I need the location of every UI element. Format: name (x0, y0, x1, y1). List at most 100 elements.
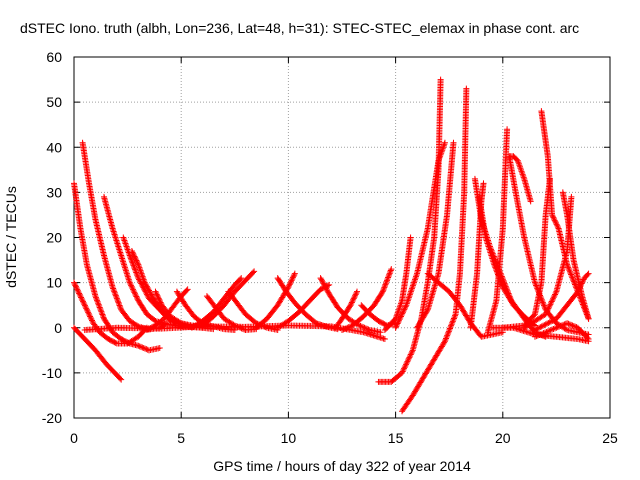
series-arc4 (71, 324, 125, 383)
data-point (551, 292, 558, 299)
data-point (566, 268, 573, 275)
series-arc24 (399, 85, 470, 415)
data-point (551, 325, 558, 332)
data-point (477, 332, 484, 339)
data-point (568, 272, 575, 279)
data-point (585, 270, 592, 277)
data-point (97, 305, 104, 312)
x-axis-label: GPS time / hours of day 322 of year 2014 (213, 458, 471, 474)
data-point (354, 288, 361, 295)
data-point (128, 256, 135, 263)
x-tick-label: 10 (281, 430, 297, 446)
data-point (238, 275, 245, 282)
data-point (89, 317, 96, 324)
data-point (570, 278, 577, 285)
data-point (569, 275, 576, 282)
data-point (96, 304, 103, 311)
data-point (566, 267, 573, 274)
data-point (78, 294, 85, 301)
data-point (82, 303, 89, 310)
data-point (399, 368, 406, 375)
data-point (289, 274, 296, 281)
grid-lines (74, 57, 610, 418)
data-point (549, 211, 556, 218)
data-point (128, 282, 135, 289)
data-point (140, 345, 147, 352)
data-point (568, 271, 575, 278)
data-point (360, 324, 367, 331)
chart-title: dSTEC Iono. truth (albh, Lon=236, Lat=48… (20, 20, 579, 36)
data-point (446, 326, 453, 333)
data-point (562, 326, 569, 333)
data-point (285, 284, 292, 291)
data-point (72, 283, 79, 290)
data-point (387, 267, 394, 274)
data-point (542, 311, 549, 318)
data-point (398, 312, 405, 319)
data-point (540, 302, 547, 309)
data-point (543, 309, 550, 316)
data-point (88, 316, 95, 323)
data-point (394, 320, 401, 327)
data-point (112, 291, 119, 298)
data-point (547, 327, 554, 334)
data-point (552, 291, 559, 298)
data-point (537, 324, 544, 331)
data-point (437, 76, 444, 83)
data-point (183, 287, 190, 294)
data-point (567, 270, 574, 277)
series-arc27 (414, 139, 457, 331)
data-point (348, 299, 355, 306)
data-point (153, 290, 160, 297)
data-point (546, 327, 553, 334)
data-point (132, 292, 139, 299)
data-point (579, 279, 586, 286)
data-point (407, 290, 414, 297)
data-point (585, 338, 592, 345)
y-tick-label: 0 (54, 320, 62, 336)
data-point (95, 301, 102, 308)
y-tick-label: -20 (42, 410, 62, 426)
data-point (127, 253, 134, 260)
data-point (146, 288, 153, 295)
data-point (127, 255, 134, 262)
data-point (76, 291, 83, 298)
data-point (413, 273, 420, 280)
data-point (411, 276, 418, 283)
data-point (539, 299, 546, 306)
data-point (100, 314, 107, 321)
data-point (87, 314, 94, 321)
series-arc28 (424, 270, 506, 340)
data-point (552, 220, 559, 227)
data-point (87, 313, 94, 320)
data-point (408, 287, 415, 294)
data-point (381, 284, 388, 291)
data-point (441, 339, 448, 346)
data-point (393, 321, 400, 328)
data-point (151, 317, 158, 324)
data-point (147, 290, 154, 297)
data-point (71, 280, 78, 287)
data-point (129, 285, 136, 292)
data-point (480, 180, 487, 187)
data-point (450, 316, 457, 323)
series-arc14 (225, 288, 281, 334)
data-point (318, 277, 325, 284)
data-point (396, 316, 403, 323)
data-point (551, 215, 558, 222)
data-point (401, 305, 408, 312)
data-point (143, 346, 150, 353)
data-point (317, 275, 324, 282)
y-tick-label: 30 (46, 184, 62, 200)
series-arc41 (489, 324, 592, 345)
data-point (320, 280, 327, 287)
data-point (130, 250, 137, 257)
data-point (545, 305, 552, 312)
data-point (451, 314, 458, 321)
data-point (401, 306, 408, 313)
data-point (499, 282, 506, 289)
data-point (139, 344, 146, 351)
data-point (117, 305, 124, 312)
data-point (378, 289, 385, 296)
